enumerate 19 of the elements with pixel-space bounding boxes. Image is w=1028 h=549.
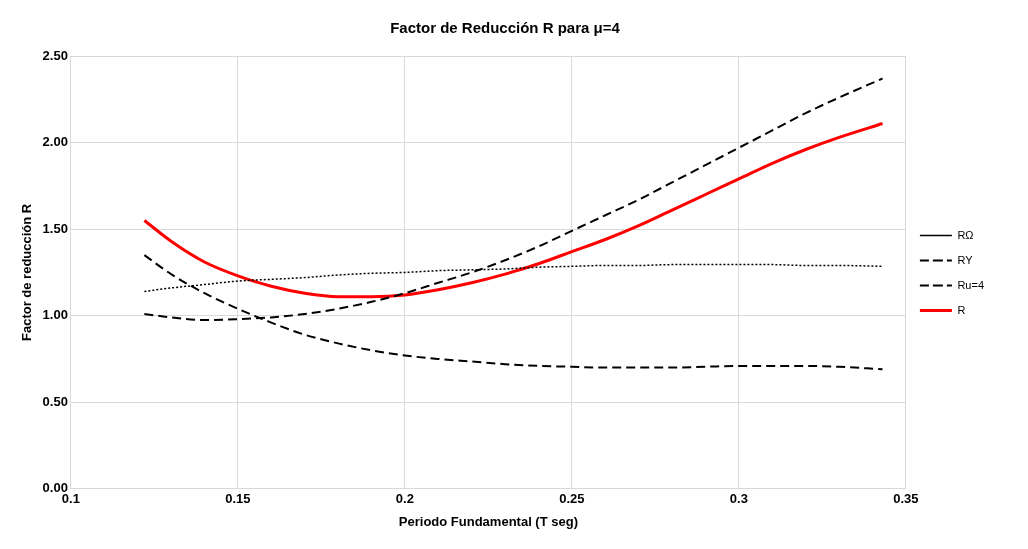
y-tick-label: 1.00 bbox=[42, 307, 68, 323]
legend-label: Ru=4 bbox=[957, 278, 985, 291]
x-tick-label: 0.1 bbox=[61, 491, 80, 507]
chart-title: Factor de Reducción R para μ=4 bbox=[390, 19, 621, 37]
x-tick-label: 0.25 bbox=[559, 491, 585, 507]
legend-label: RΩ bbox=[957, 228, 974, 241]
y-tick-label: 0.50 bbox=[42, 393, 68, 409]
x-axis-title: Periodo Fundamental (T seg) bbox=[398, 513, 578, 529]
x-tick-label: 0.3 bbox=[729, 491, 748, 507]
y-axis-title: Factor de reducción R bbox=[19, 203, 35, 342]
x-tick-label: 0.2 bbox=[395, 491, 414, 507]
line-series bbox=[142, 122, 885, 299]
legend-label: R bbox=[957, 303, 966, 316]
y-tick-label: 2.50 bbox=[42, 47, 68, 63]
x-tick-label: 0.35 bbox=[893, 491, 919, 507]
legend-label: RY bbox=[957, 253, 974, 266]
x-tick-label: 0.15 bbox=[225, 491, 251, 507]
y-tick-label: 1.50 bbox=[42, 220, 68, 236]
y-tick-label: 2.00 bbox=[42, 134, 68, 150]
